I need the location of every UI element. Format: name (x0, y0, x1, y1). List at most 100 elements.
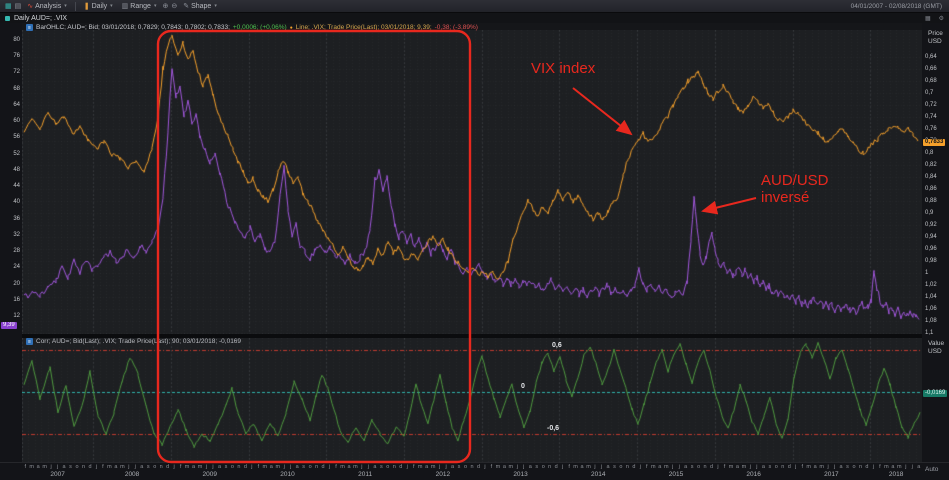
zoom-out-icon[interactable]: ⊖ (171, 2, 178, 10)
year-label: 2013 (513, 471, 528, 478)
corr-zero-level-label: 0 (521, 383, 525, 390)
right-axis-label: 1,06 (925, 306, 937, 312)
month-label: s (690, 464, 694, 470)
layout-grid-icon[interactable]: ▦ (924, 15, 931, 22)
month-label: o (386, 464, 390, 470)
month-label: j (516, 464, 518, 470)
left-axis-label: 28 (13, 248, 20, 255)
chevron-down-icon: ▾ (64, 3, 67, 9)
month-label: f (646, 464, 648, 470)
month-label: s (457, 464, 461, 470)
month-label: a (580, 464, 584, 470)
month-label: a (839, 464, 843, 470)
left-axis-label: 68 (13, 85, 20, 92)
interval-menu[interactable]: ❚ Daily ▾ (81, 1, 116, 12)
bar-chart-icon: ▥ (121, 2, 129, 10)
year-label: 2012 (435, 471, 451, 478)
month-label: j (367, 464, 370, 470)
value-axis-unit: USD (928, 348, 942, 355)
month-label: m (42, 464, 47, 470)
correlation-panel-legend: ≡ Corr; AUD=; Bid(Last); .VIX; Trade Pri… (26, 338, 241, 345)
month-label: o (541, 464, 545, 470)
apps-icon[interactable]: ▦ (5, 2, 12, 10)
analysis-menu[interactable]: ∿ Analysis ▾ (24, 1, 69, 12)
month-label: j (827, 464, 829, 470)
month-label: f (257, 464, 260, 470)
price-chart-canvas[interactable] (22, 30, 922, 334)
series-info-icon[interactable]: ≡ (26, 338, 33, 345)
vix-last-price-badge: 9,39 (1, 322, 17, 329)
zoom-in-icon[interactable]: ⊕ (162, 2, 169, 10)
month-label: m (197, 464, 203, 470)
month-label: j (205, 464, 208, 470)
month-label: j (50, 464, 52, 470)
month-label: n (159, 464, 163, 470)
time-axis-strip[interactable] (0, 462, 949, 480)
interval-label: Daily (91, 2, 108, 10)
panel-divider[interactable] (22, 334, 922, 338)
month-label: a (658, 464, 662, 470)
vix-series-dot-icon: ● (289, 24, 293, 31)
month-label: j (361, 464, 363, 470)
right-axis-label: 0,64 (925, 54, 937, 60)
candlestick-icon: ❚ (83, 2, 90, 10)
month-label: m (353, 464, 358, 470)
month-label: a (528, 464, 532, 470)
aud-last-price-badge: 0,7833 (923, 139, 946, 146)
month-label: d (243, 464, 247, 470)
pencil-icon: ✎ (183, 2, 190, 10)
month-label: j (290, 464, 292, 470)
month-label: n (548, 464, 552, 470)
month-label: a (295, 464, 299, 470)
right-axis-label: 0,82 (925, 162, 937, 168)
month-label: o (463, 464, 468, 470)
chevron-down-icon: ▾ (110, 3, 113, 9)
range-menu[interactable]: ▥ Range ▾ (119, 1, 160, 12)
month-label: j (833, 464, 836, 470)
auto-scale-label[interactable]: Auto (925, 466, 939, 473)
month-label: j (749, 464, 752, 470)
right-axis-label: 0,92 (925, 222, 937, 228)
month-label: a (217, 464, 221, 470)
date-range-label: 04/01/2007 - 02/08/2018 (GMT) (850, 2, 942, 10)
left-axis-label: 64 (13, 101, 20, 108)
right-axis-label: 1,08 (925, 318, 937, 324)
year-label: 2015 (668, 471, 684, 478)
month-label: d (554, 464, 558, 470)
month-label: f (412, 464, 415, 470)
month-label: j (328, 464, 331, 470)
month-label: j (439, 464, 441, 470)
month-label: m (107, 464, 112, 470)
left-axis-gutter (0, 23, 22, 462)
month-label: m (884, 464, 889, 470)
month-label: a (425, 464, 429, 470)
month-label: j (562, 464, 564, 470)
correlation-chart-canvas[interactable] (22, 338, 922, 462)
year-label: 2017 (824, 471, 839, 478)
left-axis-label: 56 (13, 134, 20, 141)
month-label: j (639, 464, 641, 470)
chevron-down-icon: ▾ (153, 3, 157, 9)
shape-menu[interactable]: ✎ Shape ▾ (180, 1, 220, 12)
series-info-icon[interactable]: ≡ (26, 24, 33, 31)
month-label: j (251, 464, 253, 470)
month-label: d (787, 464, 791, 470)
month-label: m (728, 464, 734, 470)
month-label: a (735, 464, 739, 470)
right-axis-label: 0,68 (925, 78, 937, 84)
right-axis-label: 0,8 (925, 150, 934, 156)
right-axis-label: 0,66 (925, 66, 937, 72)
chevron-down-icon: ▾ (214, 3, 217, 9)
month-label: d (321, 464, 325, 470)
right-axis-label: 0,84 (925, 174, 937, 180)
menu-icon[interactable]: ▤ (14, 2, 22, 10)
right-axis-gutter[interactable] (922, 23, 949, 462)
month-label: f (335, 464, 337, 470)
month-label: f (24, 464, 26, 470)
left-axis-label: 80 (13, 37, 20, 43)
range-label: Range (130, 2, 151, 10)
analysis-wave-icon: ∿ (27, 2, 34, 10)
month-label: s (846, 464, 849, 470)
right-axis-label: 0,74 (925, 114, 937, 120)
settings-gear-icon[interactable]: ⚙ (938, 15, 944, 22)
